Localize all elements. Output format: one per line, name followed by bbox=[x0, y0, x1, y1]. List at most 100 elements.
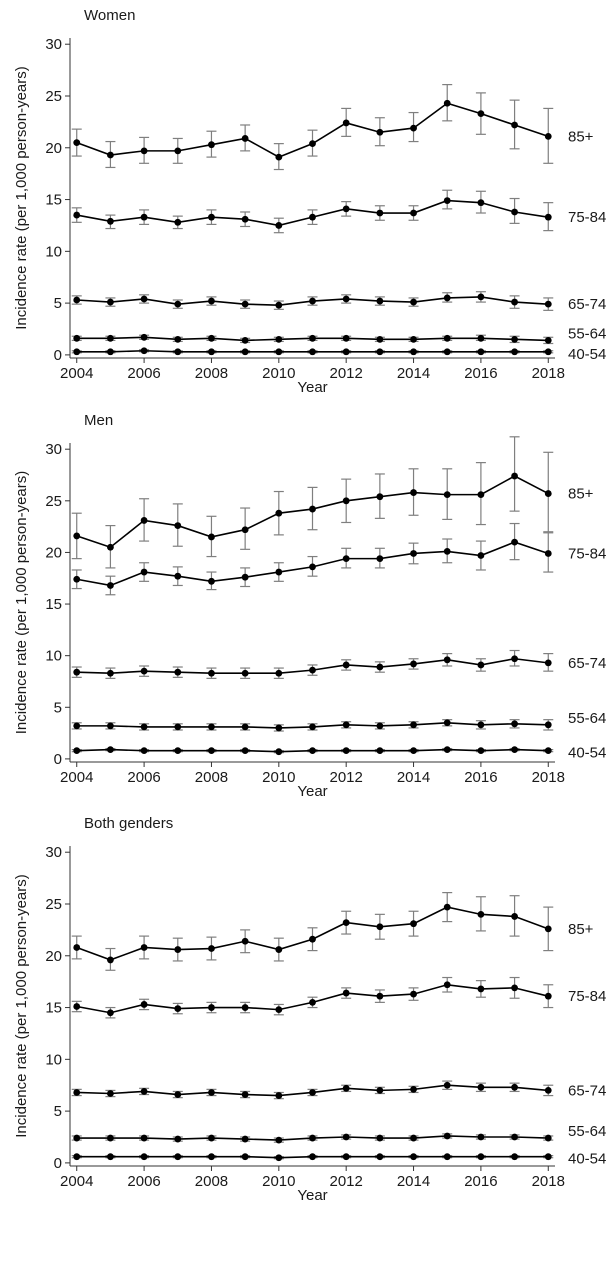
data-point bbox=[309, 1089, 316, 1096]
data-point bbox=[477, 348, 485, 356]
data-point bbox=[140, 517, 148, 524]
data-point bbox=[241, 747, 249, 755]
data-point bbox=[443, 656, 451, 664]
data-point bbox=[511, 1133, 518, 1141]
y-tick-label: 0 bbox=[54, 751, 62, 768]
series-label: 85+ bbox=[568, 921, 594, 938]
data-point bbox=[477, 1153, 485, 1161]
series-label: 55-64 bbox=[568, 1123, 606, 1140]
x-tick-label: 2016 bbox=[464, 365, 497, 382]
data-point bbox=[275, 568, 283, 576]
data-point bbox=[511, 208, 518, 216]
data-point bbox=[410, 1153, 417, 1161]
data-point bbox=[477, 491, 485, 499]
data-point bbox=[309, 998, 316, 1006]
data-point bbox=[275, 946, 283, 953]
series-label: 65-74 bbox=[568, 296, 606, 313]
series-65-74: 65-74 bbox=[71, 291, 606, 313]
x-tick-label: 2010 bbox=[262, 769, 295, 786]
y-tick-label: 25 bbox=[45, 896, 62, 913]
y-tick-label: 15 bbox=[45, 596, 62, 613]
data-point bbox=[443, 547, 451, 555]
data-point bbox=[342, 989, 350, 997]
data-point bbox=[241, 526, 249, 534]
panel-title: Men bbox=[84, 412, 113, 429]
data-point bbox=[443, 197, 451, 204]
data-point bbox=[107, 348, 114, 356]
x-tick-label: 2004 bbox=[60, 769, 93, 786]
data-point bbox=[140, 147, 148, 155]
data-point bbox=[73, 1003, 81, 1010]
series-label: 65-74 bbox=[568, 655, 606, 672]
data-point bbox=[477, 661, 485, 669]
data-point bbox=[309, 1134, 316, 1142]
data-point bbox=[140, 723, 148, 731]
x-tick-label: 2008 bbox=[195, 1173, 228, 1190]
x-tick-label: 2012 bbox=[329, 1173, 362, 1190]
data-point bbox=[410, 990, 417, 998]
y-tick-label: 10 bbox=[45, 648, 62, 665]
data-point bbox=[410, 550, 417, 557]
data-point bbox=[174, 1091, 182, 1098]
data-point bbox=[376, 747, 384, 755]
data-point bbox=[376, 128, 384, 136]
data-point bbox=[376, 348, 384, 356]
data-point bbox=[208, 723, 215, 731]
data-point bbox=[107, 746, 114, 754]
x-tick-label: 2006 bbox=[127, 1173, 160, 1190]
chart-panel-2: 0 5 10 15 20 25 30 2004 2006 2008 2010 2012 2014 2016… bbox=[13, 815, 606, 1204]
series-55-64: 55-64 bbox=[71, 325, 606, 345]
data-point bbox=[443, 981, 451, 989]
series-85+: 85+ bbox=[71, 436, 594, 569]
data-point bbox=[174, 1135, 182, 1143]
x-tick-label: 2016 bbox=[464, 769, 497, 786]
data-point bbox=[275, 1006, 283, 1014]
x-tick-label: 2004 bbox=[60, 1173, 93, 1190]
series-label: 85+ bbox=[568, 128, 594, 145]
series-label: 55-64 bbox=[568, 325, 606, 342]
y-axis-label: Incidence rate (per 1,000 person-years) bbox=[13, 874, 30, 1137]
data-point bbox=[241, 1153, 249, 1161]
data-point bbox=[241, 215, 249, 223]
data-point bbox=[73, 296, 81, 304]
data-point bbox=[309, 140, 316, 148]
data-point bbox=[208, 1089, 215, 1096]
data-point bbox=[443, 294, 451, 302]
data-point bbox=[174, 522, 182, 529]
data-point bbox=[107, 669, 114, 677]
data-point bbox=[309, 666, 316, 674]
data-point bbox=[342, 661, 350, 669]
data-point bbox=[342, 497, 350, 505]
series-label: 40-54 bbox=[568, 745, 606, 762]
data-point bbox=[241, 135, 249, 142]
data-point bbox=[511, 913, 518, 920]
x-tick-label: 2014 bbox=[397, 365, 430, 382]
data-point bbox=[544, 348, 552, 356]
series-65-74: 65-74 bbox=[71, 649, 606, 679]
data-point bbox=[174, 723, 182, 731]
data-point bbox=[73, 532, 81, 540]
data-point bbox=[410, 335, 417, 343]
data-point bbox=[342, 348, 350, 356]
data-point bbox=[241, 300, 249, 308]
data-point bbox=[443, 334, 451, 342]
data-point bbox=[342, 119, 350, 127]
data-point bbox=[174, 572, 182, 580]
data-point bbox=[208, 334, 215, 342]
data-point bbox=[208, 1153, 215, 1161]
series-85+: 85+ bbox=[71, 892, 594, 971]
data-point bbox=[309, 723, 316, 731]
series-label: 40-54 bbox=[568, 346, 606, 363]
data-point bbox=[511, 121, 518, 129]
data-point bbox=[140, 667, 148, 675]
data-point bbox=[477, 552, 485, 559]
x-tick-label: 2018 bbox=[532, 769, 565, 786]
series-label: 75-84 bbox=[568, 209, 606, 226]
data-point bbox=[544, 659, 552, 667]
data-point bbox=[73, 334, 81, 342]
data-point bbox=[73, 1153, 81, 1161]
data-point bbox=[477, 199, 485, 207]
data-point bbox=[544, 213, 552, 221]
x-tick-label: 2012 bbox=[329, 769, 362, 786]
